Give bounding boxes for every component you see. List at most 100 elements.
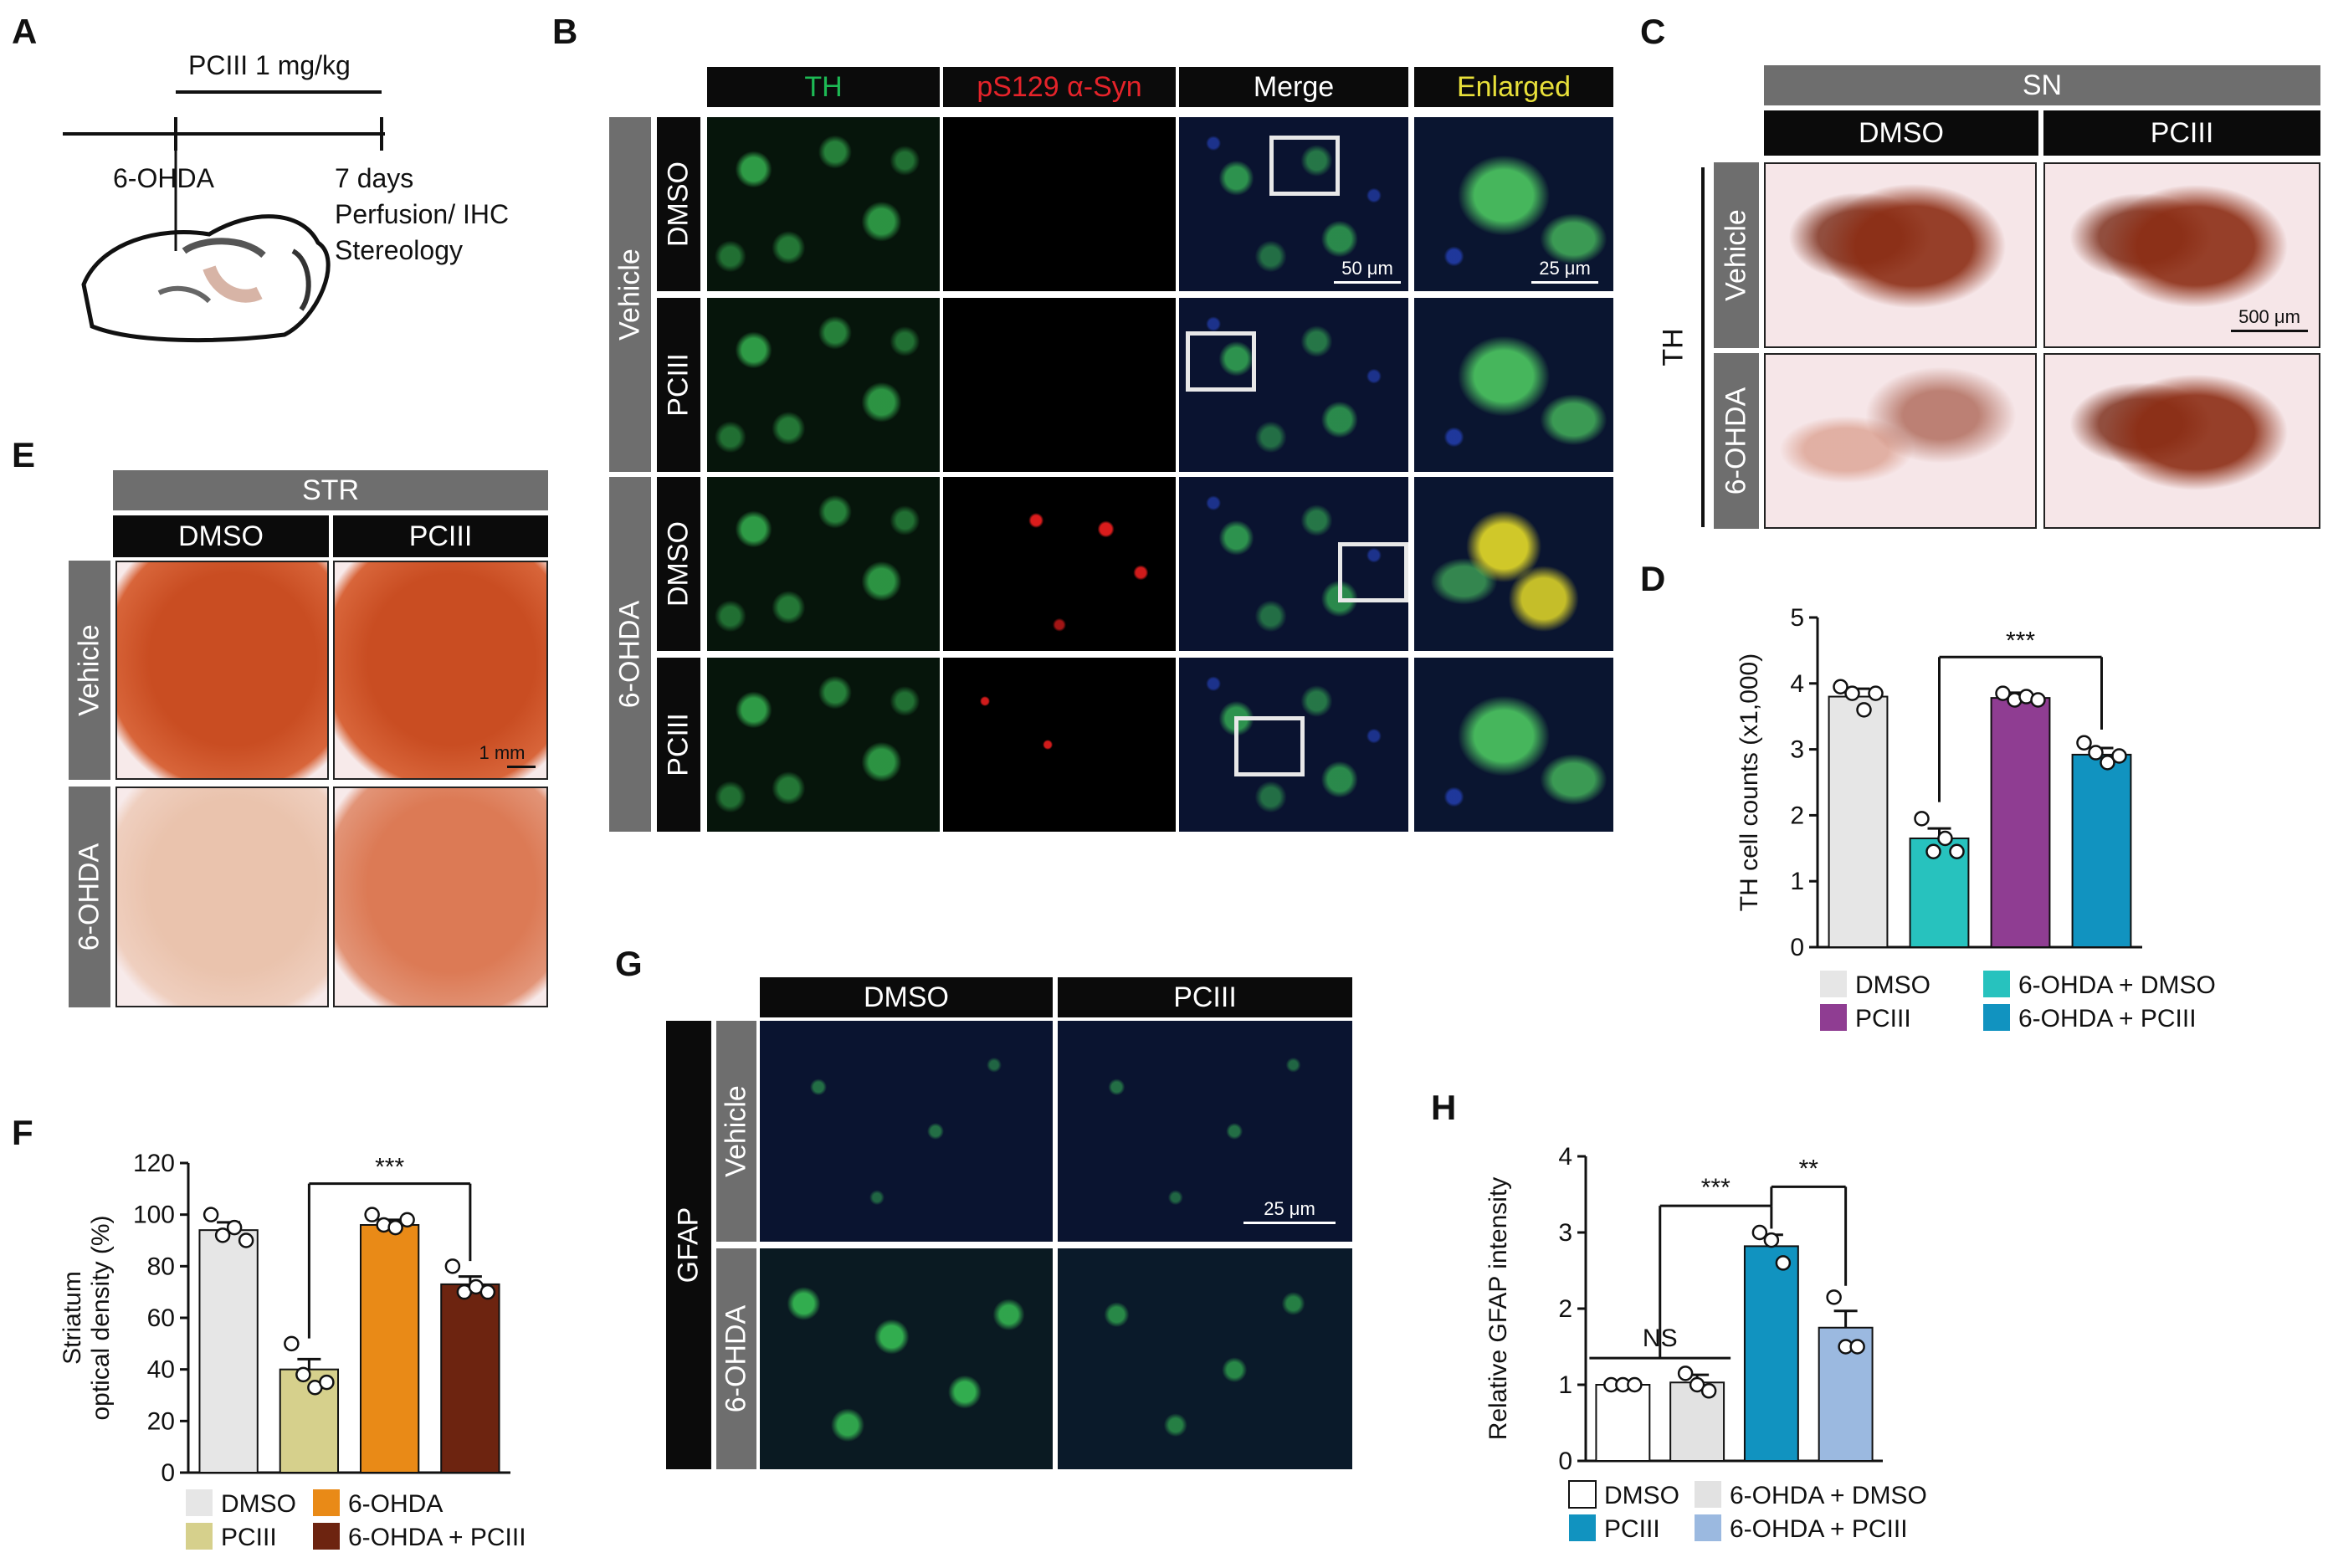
micrograph-enlarged-vehicle-dmso: 25 μm: [1414, 117, 1613, 291]
panel-e-region-header: STR: [113, 470, 548, 510]
panel-a-timeline: [63, 90, 385, 343]
data-point: [1775, 1255, 1792, 1271]
y-tick-label: 5: [1790, 604, 1804, 632]
legend-swatch: [1569, 1514, 1596, 1541]
panel-b-group-6ohda: 6-OHDA: [609, 477, 651, 832]
panel-b-col-enlarged: Enlarged: [1414, 67, 1613, 107]
micrograph-ps129-6ohda-dmso: [943, 477, 1176, 651]
panel-b-col-th: TH: [707, 67, 940, 107]
y-tick-label: 120: [133, 1150, 175, 1177]
divider: [1701, 167, 1705, 527]
y-tick-label: 4: [1790, 670, 1804, 698]
y-axis-label: Relative GFAP intensity: [1484, 1177, 1512, 1441]
selection-box: [1186, 331, 1256, 392]
bar: [359, 1224, 420, 1473]
ihc-sn-vehicle-pciii: 500 μm: [2043, 162, 2320, 348]
selection-box: [1338, 542, 1408, 602]
data-point: [1833, 679, 1848, 694]
data-point: [214, 1227, 231, 1243]
panel-c-stain-label: TH: [1657, 328, 1690, 366]
y-tick-label: 2: [1790, 802, 1804, 829]
micrograph-merge-6ohda-dmso: [1179, 477, 1408, 651]
y-axis-label: Striatum: [59, 1271, 86, 1365]
micrograph-gfap-6ohda-dmso: [760, 1248, 1053, 1469]
y-tick-label: 20: [147, 1407, 175, 1435]
bar: [1990, 697, 2051, 949]
bar: [198, 1229, 259, 1474]
legend-label: 6-OHDA + PCIII: [348, 1524, 526, 1551]
legend-label: DMSO: [221, 1490, 296, 1518]
legend-swatch: [186, 1489, 213, 1516]
data-point: [1868, 685, 1884, 701]
panel-label-d: D: [1640, 559, 1666, 598]
y-tick-label: 3: [1558, 1219, 1572, 1247]
chart-striatum-optical-density: 0 20 40 60 80 100 120 Striatum optical density (…: [59, 1150, 526, 1551]
bar: [1828, 695, 1889, 948]
panel-c-row-vehicle: Vehicle: [1714, 162, 1759, 348]
y-tick-label: 0: [1790, 934, 1804, 961]
significance-label: ***: [1701, 1174, 1731, 1202]
data-point: [226, 1219, 243, 1236]
data-point: [1914, 811, 1930, 827]
significance-label: ***: [375, 1154, 404, 1181]
data-point: [2100, 755, 2115, 771]
dose-label: PCIII 1 mg/kg: [188, 50, 351, 80]
data-point: [1849, 1339, 1865, 1355]
micrograph-enlarged-6ohda-pciii: [1414, 658, 1613, 832]
data-point: [1689, 1376, 1705, 1393]
legend-label: DMSO: [1855, 971, 1930, 999]
data-point: [1856, 702, 1872, 718]
scale-bar-str: 1 mm: [469, 742, 536, 768]
ihc-str-vehicle-dmso: [115, 561, 329, 780]
micrograph-gfap-vehicle-dmso: [760, 1021, 1053, 1242]
data-point: [399, 1212, 415, 1228]
ihc-str-vehicle-pciii: 1 mm: [333, 561, 548, 780]
legend-swatch: [186, 1523, 213, 1550]
panel-g-col-dmso: DMSO: [760, 977, 1053, 1017]
data-point: [1949, 843, 1965, 859]
micrograph-th-6ohda-dmso: [707, 477, 940, 651]
legend-label: 6-OHDA: [348, 1490, 443, 1518]
bar: [440, 1283, 500, 1473]
micrograph-merge-6ohda-pciii: [1179, 658, 1408, 832]
panel-b-row-pciii-2: PCIII: [657, 658, 700, 832]
y-tick-label: 2: [1558, 1295, 1572, 1323]
data-point: [203, 1207, 219, 1222]
data-point: [319, 1374, 335, 1391]
data-point: [2111, 748, 2127, 764]
data-point: [1995, 685, 2011, 701]
data-point: [1763, 1232, 1780, 1248]
micrograph-th-vehicle-dmso: [707, 117, 940, 291]
panel-g-col-pciii: PCIII: [1058, 977, 1352, 1017]
lesion-label: 6-OHDA: [113, 163, 214, 193]
data-point: [1826, 1289, 1842, 1305]
data-point: [1751, 1224, 1768, 1241]
data-point: [1700, 1383, 1717, 1399]
scale-bar-enlarged: 25 μm: [1531, 258, 1598, 284]
bar: [1595, 1384, 1651, 1462]
panel-e-col-dmso: DMSO: [113, 515, 329, 557]
micrograph-merge-vehicle-dmso: 50 μm: [1179, 117, 1408, 291]
y-tick-label: 4: [1558, 1143, 1572, 1171]
bar: [1669, 1381, 1725, 1462]
data-point: [295, 1366, 311, 1383]
bar: [2071, 753, 2132, 948]
micrograph-enlarged-vehicle-pciii: [1414, 298, 1613, 472]
bar: [1743, 1245, 1799, 1462]
micrograph-merge-vehicle-pciii: [1179, 298, 1408, 472]
legend-label: PCIII: [221, 1524, 277, 1551]
panel-e-col-pciii: PCIII: [333, 515, 548, 557]
data-point: [1937, 830, 1953, 847]
legend-label: DMSO: [1604, 1482, 1679, 1509]
y-tick-label: 80: [147, 1253, 175, 1280]
panel-c-region-header: SN: [1764, 65, 2320, 105]
panel-b-row-dmso-1: DMSO: [657, 117, 700, 291]
legend-swatch: [313, 1489, 340, 1516]
micrograph-enlarged-6ohda-dmso: [1414, 477, 1613, 651]
legend-label: PCIII: [1604, 1515, 1660, 1543]
legend-swatch: [1820, 971, 1847, 997]
ihc-sn-6ohda-dmso: [1764, 353, 2037, 529]
legend-swatch: [1695, 1481, 1721, 1508]
data-point: [387, 1219, 403, 1236]
significance-label: ***: [2006, 627, 2035, 654]
